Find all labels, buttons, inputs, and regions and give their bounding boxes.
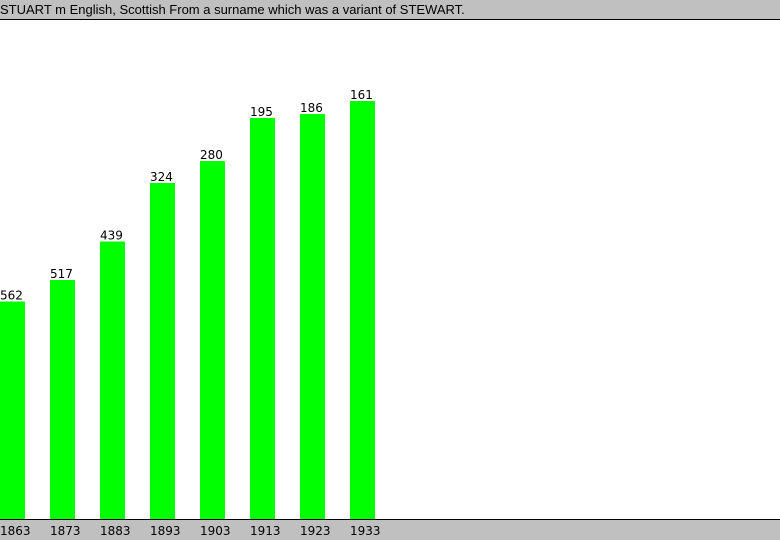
x-tick-label-1903: 1903 — [200, 524, 231, 538]
x-tick-label-1923: 1923 — [300, 524, 331, 538]
value-label-1893: 324 — [150, 170, 173, 184]
value-label-1923: 186 — [300, 101, 323, 115]
value-label-1913: 195 — [250, 105, 273, 119]
value-label-1903: 280 — [200, 148, 223, 162]
bar-1923 — [300, 114, 325, 520]
x-axis-bar: 1863 1873 1883 1893 1903 1913 1923 1933 — [0, 519, 780, 540]
x-tick-label-1883: 1883 — [100, 524, 131, 538]
value-label-1883: 439 — [100, 229, 123, 243]
x-tick-label-1933: 1933 — [350, 524, 381, 538]
bar-1893 — [150, 183, 175, 520]
bar-plot-area: 562 517 439 324 280 195 186 161 — [0, 88, 375, 520]
x-tick-label-1863: 1863 — [0, 524, 31, 538]
value-label-1873: 517 — [50, 267, 73, 281]
title-bar: STUART m English, Scottish From a surnam… — [0, 0, 780, 20]
bar-1873 — [50, 280, 75, 520]
x-tick-label-1873: 1873 — [50, 524, 81, 538]
value-label-1933: 161 — [350, 88, 373, 102]
chart-title: STUART m English, Scottish From a surnam… — [0, 2, 465, 17]
bar-1913 — [250, 118, 275, 520]
bar-1903 — [200, 161, 225, 520]
x-tick-label-1893: 1893 — [150, 524, 181, 538]
bar-1933 — [350, 101, 375, 520]
value-label-1863: 562 — [0, 289, 23, 303]
x-tick-label-1913: 1913 — [250, 524, 281, 538]
bar-1863 — [0, 301, 25, 520]
bar-1883 — [100, 241, 125, 520]
x-axis-labels: 1863 1873 1883 1893 1903 1913 1923 1933 — [0, 524, 381, 538]
